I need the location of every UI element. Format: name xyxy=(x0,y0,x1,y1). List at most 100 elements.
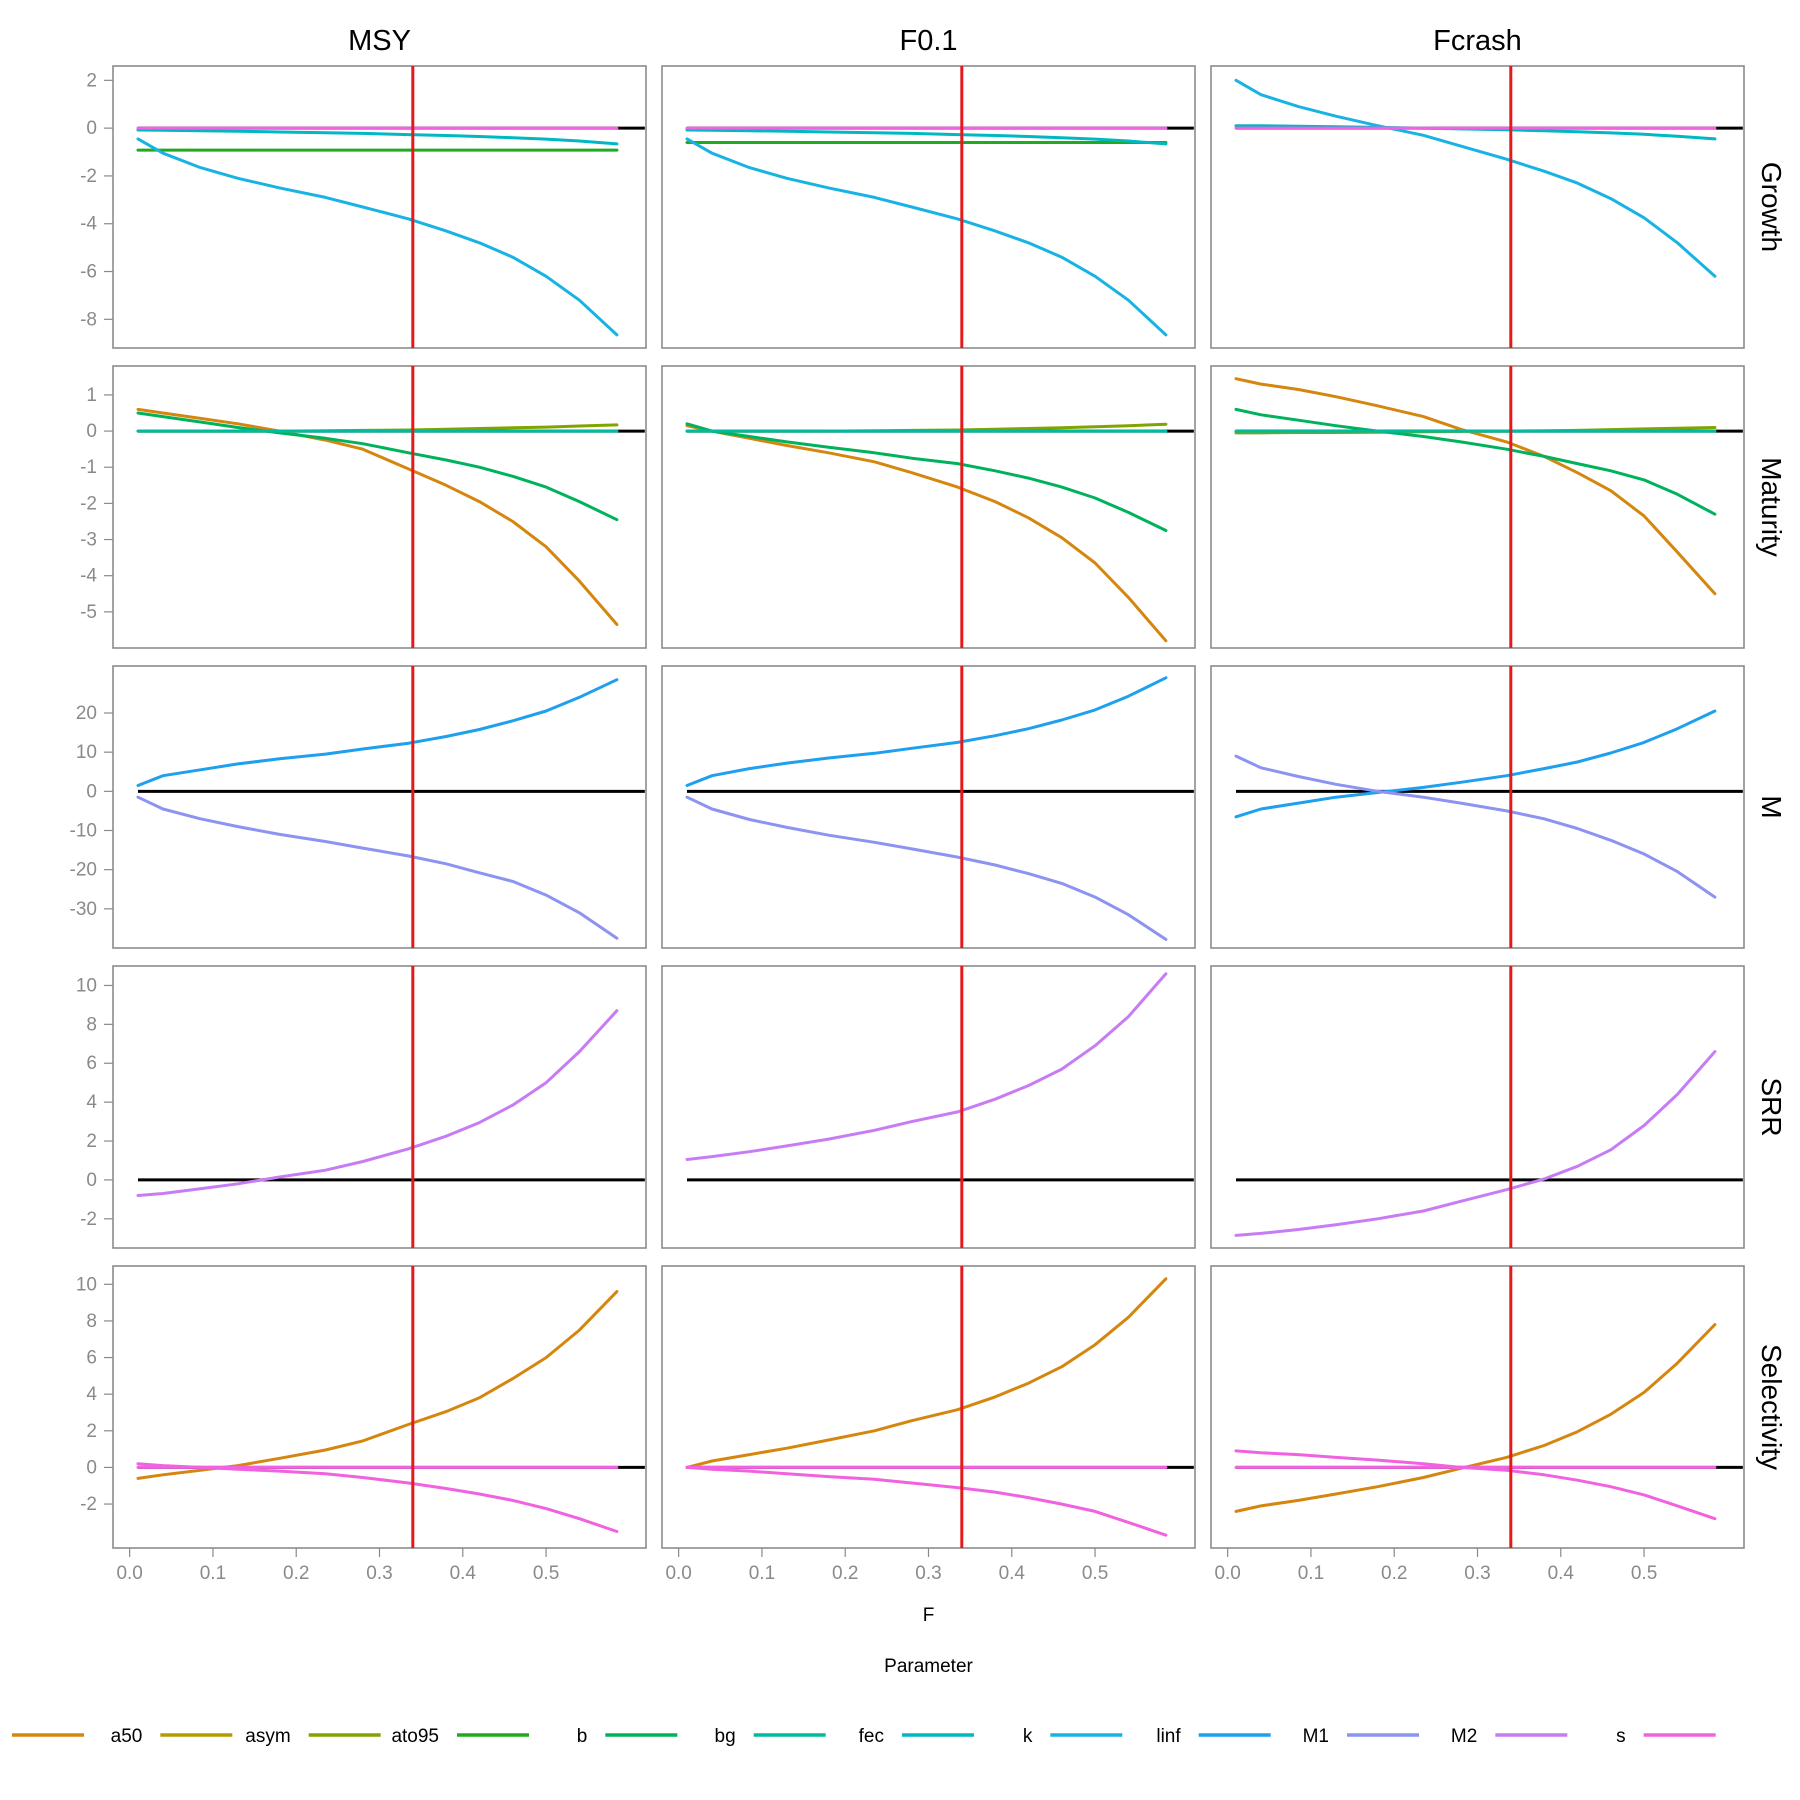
y-tick-label: 8 xyxy=(86,1311,97,1332)
series-line-bg xyxy=(685,422,1168,532)
panel-plot-area xyxy=(1234,1266,1743,1548)
legend-item-ato95: ato95 xyxy=(308,1726,439,1747)
legend-item-bg: bg xyxy=(605,1726,736,1747)
series-line-s xyxy=(685,972,1168,1161)
y-tick-label: -6 xyxy=(80,262,97,283)
panel-plot-area xyxy=(136,966,645,1248)
panel-plot-area xyxy=(1234,366,1743,648)
x-tick-label: 0.1 xyxy=(1298,1563,1324,1584)
x-tick-label: 0.5 xyxy=(533,1563,559,1584)
y-tick-label: 2 xyxy=(86,1421,97,1442)
panel-maturity-fcrash xyxy=(1210,365,1745,649)
panel-frame xyxy=(1210,965,1745,1249)
x-tick-label: 0.2 xyxy=(832,1563,858,1584)
series-line-M1 xyxy=(685,676,1168,787)
series-line-a50 xyxy=(1234,377,1717,596)
y-tick-label: 4 xyxy=(86,1092,97,1113)
panel-plot-area xyxy=(685,66,1194,348)
row-strip-label: SRR xyxy=(1756,1077,1787,1136)
panel-m-fcrash xyxy=(1210,665,1745,949)
panel-plot-area xyxy=(685,366,1194,648)
panel-plot-area xyxy=(685,666,1194,948)
y-tick-label: 10 xyxy=(76,975,97,996)
y-tick-label: 6 xyxy=(86,1053,97,1074)
y-tick-label: -2 xyxy=(80,493,97,514)
series-line-bg xyxy=(136,411,619,522)
row-facet-strips: Growth Maturity M SRR Selectivity xyxy=(1756,162,1787,1470)
series-line-a50 xyxy=(136,1290,619,1480)
y-tick-label: -2 xyxy=(80,166,97,187)
legend-label: k xyxy=(1023,1726,1033,1747)
y-tick-label: -8 xyxy=(80,309,97,330)
chart-panels: 20-2-4-6-810-1-2-3-4-520100-10-20-301086… xyxy=(70,65,1745,1549)
legend-label: s xyxy=(1616,1726,1626,1747)
legend-label: M1 xyxy=(1303,1726,1329,1747)
panel-plot-area xyxy=(136,366,645,648)
series-line-s xyxy=(136,1009,619,1197)
column-strip-label: Fcrash xyxy=(1433,25,1522,57)
panel-frame xyxy=(1210,65,1745,349)
y-tick-label: 2 xyxy=(86,70,97,91)
series-line-M1 xyxy=(136,678,619,787)
legend-label: b xyxy=(577,1726,588,1747)
legend-title: Parameter xyxy=(884,1656,973,1677)
series-line-a50 xyxy=(685,1277,1168,1469)
y-tick-label: 10 xyxy=(76,742,97,763)
series-line-linf xyxy=(1234,78,1717,278)
series-line-a50 xyxy=(1234,1323,1717,1513)
panel-frame xyxy=(1210,1265,1745,1549)
legend-item-fec: fec xyxy=(753,1726,884,1747)
series-line-M2 xyxy=(136,795,619,940)
y-tick-label: 1 xyxy=(86,385,97,406)
series-line-bg xyxy=(1234,407,1717,516)
legend-label: a50 xyxy=(111,1726,143,1747)
panel-srr-msy xyxy=(112,965,647,1249)
y-tick-label: -5 xyxy=(80,602,97,623)
y-tick-label: -10 xyxy=(70,821,97,842)
legend-label: asym xyxy=(245,1726,290,1747)
y-tick-label: 2 xyxy=(86,1131,97,1152)
y-tick-label: -20 xyxy=(70,860,97,881)
legend-item-s: s xyxy=(1495,1726,1626,1747)
series-line-linf xyxy=(136,137,619,337)
panel-selectivity-f0.1 xyxy=(661,1265,1196,1549)
legend-item-M1: M1 xyxy=(1198,1726,1329,1747)
legend-item-b: b xyxy=(457,1726,587,1747)
y-tick-label: -4 xyxy=(80,214,97,235)
series-line-M2 xyxy=(685,795,1168,941)
panel-plot-area xyxy=(136,66,645,348)
y-tick-label: -3 xyxy=(80,530,97,551)
legend-item-k: k xyxy=(902,1726,1033,1747)
series-line-k xyxy=(685,128,1168,146)
x-tick-label: 0.3 xyxy=(1464,1563,1490,1584)
panel-plot-area xyxy=(136,1266,645,1548)
x-tick-label: 0.4 xyxy=(999,1563,1026,1584)
row-strip-label: Growth xyxy=(1756,162,1787,252)
series-line-linf xyxy=(685,137,1168,337)
panel-plot-area xyxy=(1234,966,1743,1248)
panel-srr-fcrash xyxy=(1210,965,1745,1249)
column-strip-label: F0.1 xyxy=(899,25,957,57)
panel-frame xyxy=(112,365,647,649)
panel-selectivity-fcrash xyxy=(1210,1265,1745,1549)
column-strip-label: MSY xyxy=(348,25,411,57)
y-tick-label: -2 xyxy=(80,1494,97,1515)
panel-frame xyxy=(1210,365,1745,649)
panel-frame xyxy=(661,965,1196,1249)
series-line-M1 xyxy=(1234,709,1717,819)
panel-plot-area xyxy=(685,966,1194,1248)
panel-m-f0.1 xyxy=(661,665,1196,949)
panel-frame xyxy=(661,65,1196,349)
x-tick-label: 0.4 xyxy=(1548,1563,1575,1584)
legend-item-a50: a50 xyxy=(12,1726,142,1747)
series-line-sel xyxy=(685,1465,1168,1537)
panel-growth-fcrash xyxy=(1210,65,1745,349)
y-tick-label: 8 xyxy=(86,1014,97,1035)
x-tick-label: 0.2 xyxy=(1381,1563,1407,1584)
x-tick-label: 0.4 xyxy=(450,1563,477,1584)
panel-frame xyxy=(112,65,647,349)
panel-growth-msy xyxy=(112,65,647,349)
legend-item-asym: asym xyxy=(160,1726,291,1747)
panel-plot-area xyxy=(685,1266,1194,1548)
panel-plot-area xyxy=(136,666,645,948)
